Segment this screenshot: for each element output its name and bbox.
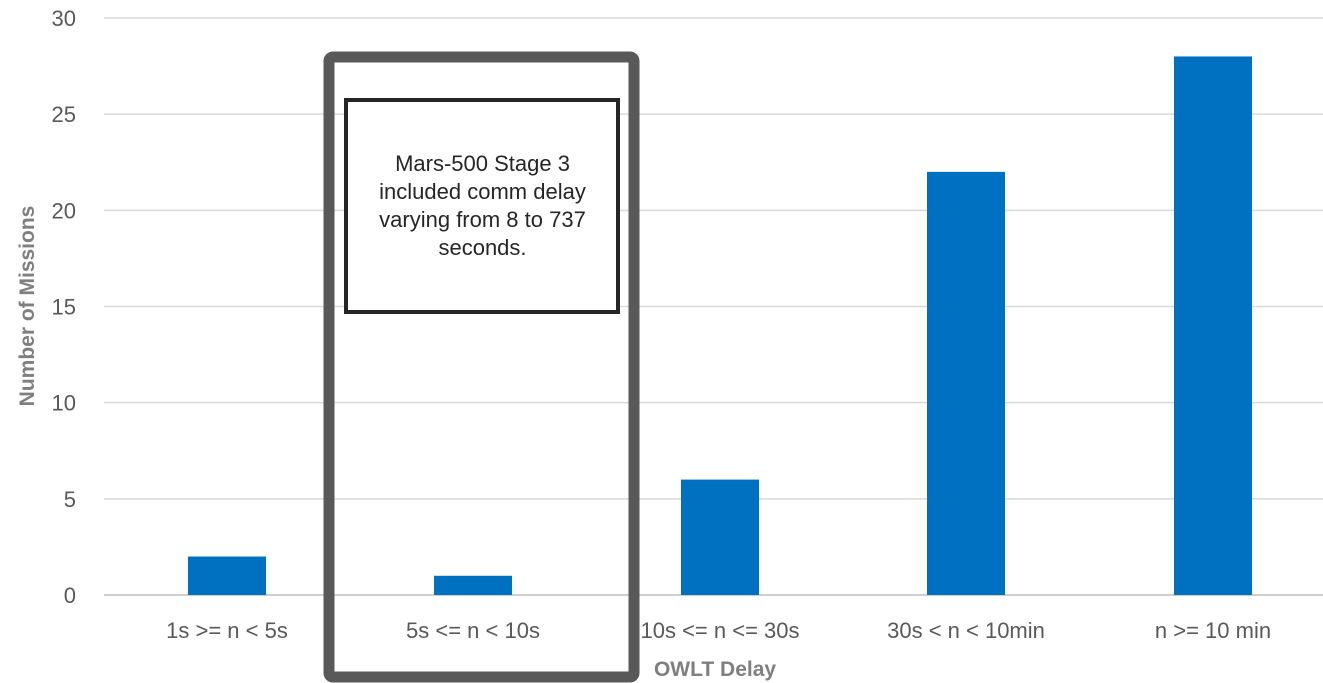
bar bbox=[188, 556, 266, 595]
bar bbox=[434, 575, 512, 595]
y-tick-label: 10 bbox=[52, 391, 76, 416]
y-tick-label: 5 bbox=[64, 487, 76, 512]
highlight-box bbox=[323, 51, 640, 683]
y-tick-label: 0 bbox=[64, 583, 76, 608]
x-tick-label: 10s <= n <= 30s bbox=[640, 618, 799, 643]
x-tick-label: 30s < n < 10min bbox=[887, 618, 1045, 643]
bar bbox=[927, 171, 1005, 595]
x-tick-labels: 1s >= n < 5s 5s <= n < 10s 10s <= n <= 30s… bbox=[166, 618, 1271, 643]
y-tick-label: 20 bbox=[52, 198, 76, 223]
gridlines bbox=[104, 17, 1323, 596]
x-tick-label: 5s <= n < 10s bbox=[406, 618, 540, 643]
bar bbox=[681, 479, 759, 595]
x-axis-title: OWLT Delay bbox=[654, 658, 776, 681]
annotation-box bbox=[344, 98, 620, 314]
y-axis-title: Number of Missions bbox=[16, 206, 39, 407]
x-tick-label: n >= 10 min bbox=[1155, 618, 1271, 643]
x-tick-label: 1s >= n < 5s bbox=[166, 618, 288, 643]
bars bbox=[188, 56, 1252, 595]
y-tick-label: 25 bbox=[52, 102, 76, 127]
y-tick-label: 30 bbox=[52, 6, 76, 31]
annotation-text: Mars-500 Stage 3 included comm delay var… bbox=[379, 151, 586, 260]
y-tick-labels: 0 5 10 15 20 25 30 bbox=[52, 6, 76, 608]
y-tick-label: 15 bbox=[52, 295, 76, 320]
bar bbox=[1174, 56, 1252, 595]
